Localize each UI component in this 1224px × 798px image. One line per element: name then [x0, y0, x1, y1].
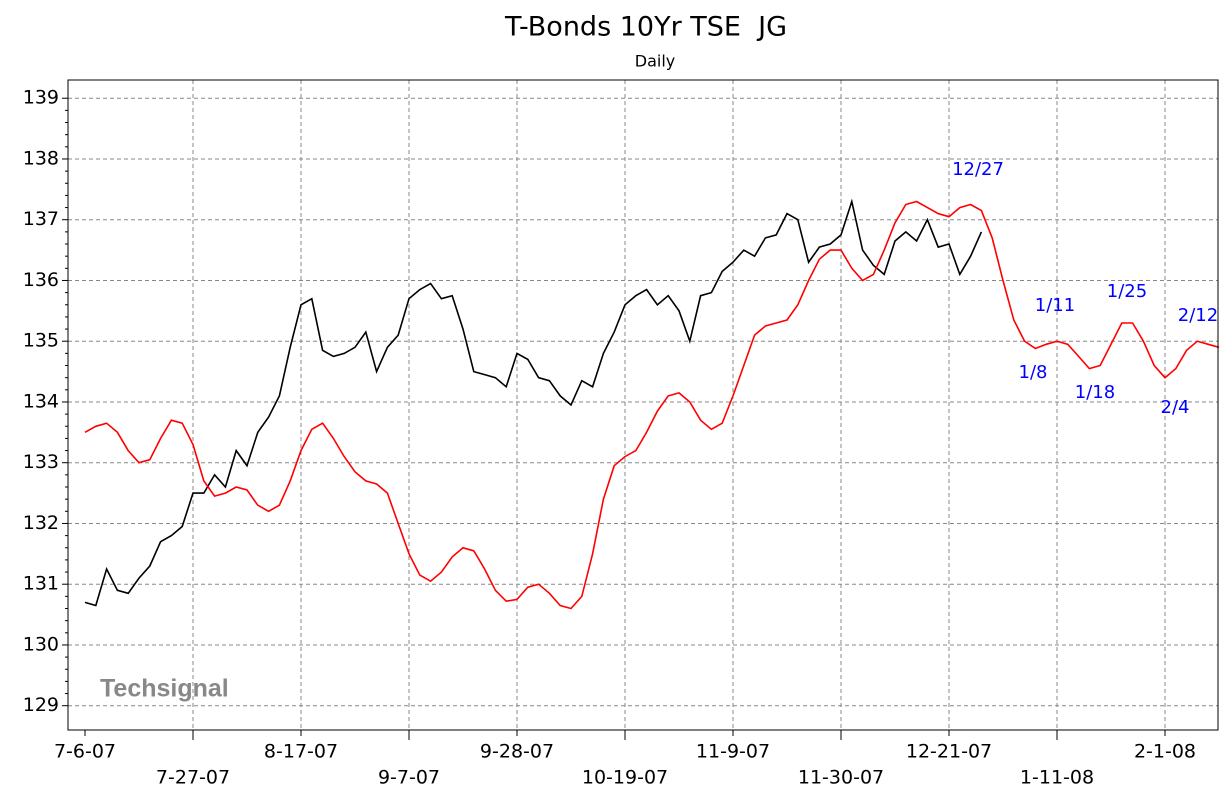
y-tick-label: 139: [23, 87, 59, 109]
y-tick-label: 136: [23, 269, 59, 291]
y-tick-label: 138: [23, 147, 59, 169]
y-tick-label: 130: [23, 633, 59, 655]
y-tick-label: 135: [23, 330, 59, 352]
watermark: Techsignal: [100, 675, 229, 703]
y-tick-label: 129: [23, 694, 59, 716]
x-tick-label: 8-17-07: [264, 741, 338, 763]
y-tick-label: 131: [23, 573, 59, 595]
annotation: 1/25: [1107, 281, 1147, 302]
y-tick-label: 134: [23, 390, 59, 412]
chart-title: T-Bonds 10Yr TSE JG: [504, 12, 787, 43]
annotation: 12/27: [952, 159, 1004, 180]
x-tick-label: 2-1-08: [1134, 741, 1196, 763]
annotation: 1/8: [1019, 362, 1048, 383]
x-tick-label: 1-11-08: [1020, 767, 1094, 789]
x-tick-label: 9-28-07: [480, 741, 554, 763]
annotation: 2/4: [1161, 397, 1190, 418]
chart-subtitle: Daily: [635, 52, 675, 71]
x-tick-label: 9-7-07: [378, 767, 440, 789]
y-tick-label: 137: [23, 208, 59, 230]
x-tick-label: 12-21-07: [906, 741, 992, 763]
series-line: [84, 200, 1220, 610]
series-line: [84, 198, 983, 607]
annotation: 1/18: [1075, 382, 1115, 403]
annotation: 1/11: [1035, 295, 1075, 316]
x-tick-label: 7-27-07: [156, 767, 230, 789]
y-tick-label: 132: [23, 512, 59, 534]
annotation: 2/12: [1178, 305, 1218, 326]
x-tick-label: 7-6-07: [54, 741, 116, 763]
plot-frame: [67, 79, 1219, 731]
x-tick-label: 11-9-07: [696, 741, 770, 763]
x-tick-label: 11-30-07: [798, 767, 884, 789]
x-tick-label: 10-19-07: [582, 767, 668, 789]
y-tick-label: 133: [23, 451, 59, 473]
